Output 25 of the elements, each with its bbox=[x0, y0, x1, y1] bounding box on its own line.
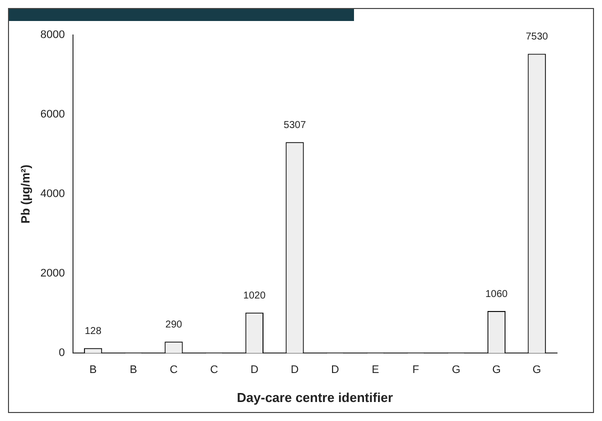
data-label: 1060 bbox=[485, 288, 508, 300]
y-tick-label: 8000 bbox=[40, 29, 65, 42]
y-tick-label: 6000 bbox=[40, 108, 65, 121]
data-label: 5307 bbox=[284, 120, 306, 131]
x-tick-label: C bbox=[170, 364, 178, 376]
x-tick-label: B bbox=[89, 364, 97, 376]
y-axis-title: Pb (µg/m²) bbox=[18, 164, 33, 224]
data-label: 1020 bbox=[243, 290, 266, 302]
x-tick-label: E bbox=[372, 364, 380, 376]
x-tick-label: C bbox=[210, 364, 218, 376]
y-tick-label: 0 bbox=[58, 347, 65, 360]
x-axis-title: Day-care centre identifier bbox=[236, 390, 393, 405]
data-label: 128 bbox=[84, 326, 102, 337]
y-tick-label: 2000 bbox=[40, 268, 65, 280]
y-tick-label: 4000 bbox=[40, 188, 65, 200]
x-tick-label: F bbox=[412, 364, 420, 376]
x-tick-label: D bbox=[250, 364, 258, 376]
data-label: 290 bbox=[165, 319, 183, 330]
x-tick-label: B bbox=[130, 364, 138, 376]
data-label: 7530 bbox=[526, 31, 548, 42]
x-tick-label: G bbox=[532, 364, 542, 376]
x-tick-label: D bbox=[331, 364, 340, 376]
x-tick-label: D bbox=[290, 364, 299, 376]
x-tick-label: G bbox=[452, 364, 460, 376]
x-tick-label: G bbox=[492, 364, 501, 376]
